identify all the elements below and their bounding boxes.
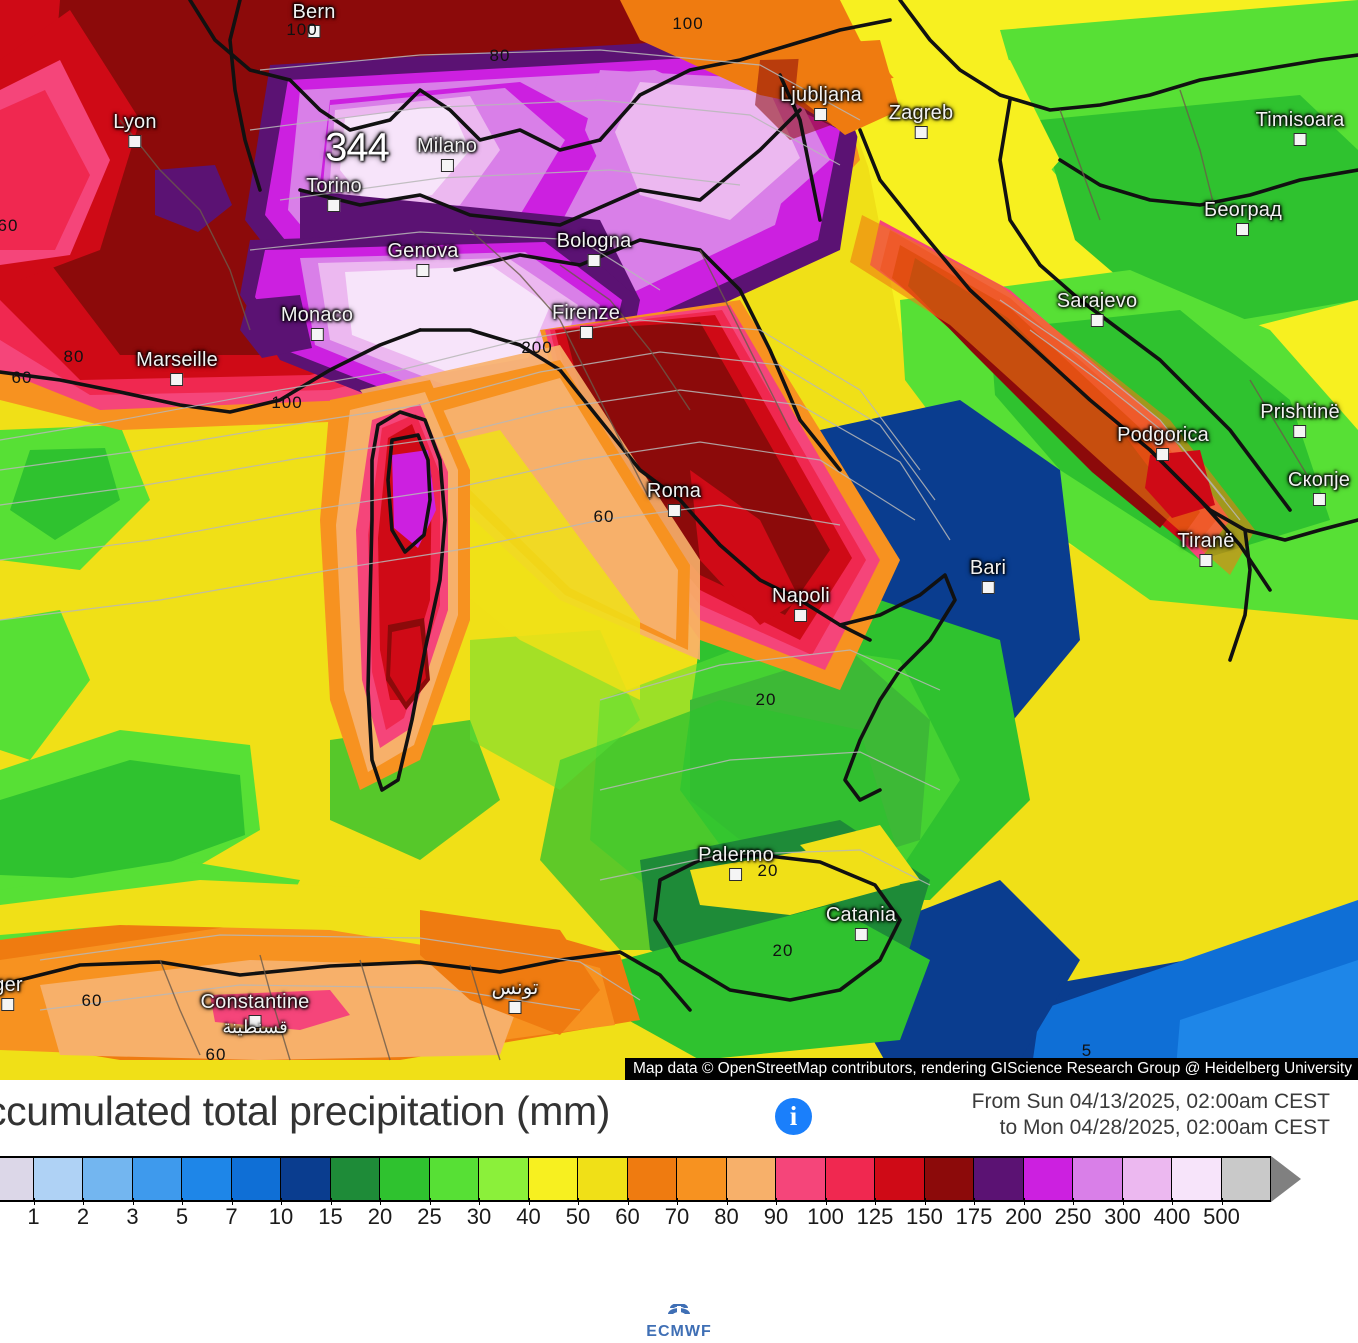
colorbar-tickmark bbox=[825, 1198, 827, 1205]
colorbar-tickmark bbox=[726, 1198, 728, 1205]
colorbar-overflow-arrow-icon bbox=[1271, 1156, 1301, 1202]
colorbar-tickmark bbox=[1073, 1198, 1074, 1205]
colorbar-tickmark bbox=[875, 1198, 876, 1205]
colorbar-swatch[interactable] bbox=[380, 1156, 430, 1202]
colorbar-swatch[interactable] bbox=[1023, 1156, 1073, 1202]
colorbar-tick-label: 80 bbox=[714, 1204, 739, 1229]
colorbar-swatch[interactable] bbox=[0, 1156, 34, 1202]
colorbar-tick-label: 60 bbox=[615, 1204, 640, 1229]
colorbar-wrap: 1 2 3 5 7 10 15 20 25 30 40 50 60 70 80 90 100 125 150 175 2… bbox=[0, 1156, 1358, 1229]
legend-panel: ccumulated total precipitation (mm) i Fr… bbox=[0, 1080, 1358, 1343]
colorbar-swatch[interactable] bbox=[528, 1156, 578, 1202]
colorbar-tick-label: 30 bbox=[466, 1204, 492, 1229]
colorbar-swatch[interactable] bbox=[974, 1156, 1024, 1202]
colorbar-swatch[interactable] bbox=[1073, 1156, 1123, 1202]
legend-title: ccumulated total precipitation (mm) bbox=[0, 1088, 611, 1134]
colorbar-tickmark bbox=[330, 1198, 332, 1205]
colorbar-tickmark bbox=[1221, 1198, 1223, 1205]
colorbar-tickmark bbox=[924, 1198, 926, 1205]
weather-map[interactable]: Bern Lyon Milano Torino Ljubljana Zagreb Timis… bbox=[0, 0, 1358, 1080]
colorbar-tick-label: 300 bbox=[1104, 1204, 1141, 1229]
colorbar-tick-label: 70 bbox=[664, 1204, 690, 1229]
colorbar-tick-label: 1 bbox=[27, 1204, 40, 1229]
colorbar-tickmark bbox=[132, 1198, 134, 1205]
colorbar-swatch[interactable] bbox=[1221, 1156, 1271, 1202]
colorbar-tick-label: 3 bbox=[126, 1204, 139, 1229]
colorbar-swatch[interactable] bbox=[429, 1156, 479, 1202]
colorbar-tick-label: 400 bbox=[1153, 1204, 1191, 1229]
colorbar-swatch[interactable] bbox=[33, 1156, 83, 1202]
colorbar-tickmark bbox=[479, 1198, 480, 1205]
colorbar-tickmark bbox=[528, 1198, 530, 1205]
colorbar-tickmark bbox=[281, 1198, 282, 1205]
colorbar-tick-label: 150 bbox=[906, 1204, 943, 1229]
colorbar-tickmark bbox=[83, 1198, 84, 1205]
colorbar-swatch[interactable] bbox=[875, 1156, 925, 1202]
colorbar-tickmark bbox=[1122, 1198, 1124, 1205]
colorbar-swatch[interactable] bbox=[726, 1156, 776, 1202]
colorbar-tickmark bbox=[182, 1198, 183, 1205]
colorbar-tick-label: 250 bbox=[1054, 1204, 1092, 1229]
colorbar-tickmark bbox=[231, 1198, 233, 1205]
colorbar-tick-label: 10 bbox=[268, 1204, 294, 1229]
colorbar-tick-label: 200 bbox=[1005, 1204, 1042, 1229]
map-attribution[interactable]: Map data © OpenStreetMap contributors, r… bbox=[625, 1058, 1358, 1080]
colorbar-swatch[interactable] bbox=[1122, 1156, 1172, 1202]
colorbar-tick-label: 2 bbox=[76, 1204, 90, 1229]
colorbar-swatch[interactable] bbox=[479, 1156, 529, 1202]
map-raster bbox=[0, 0, 1358, 1080]
info-icon[interactable]: i bbox=[775, 1098, 812, 1135]
colorbar-swatch[interactable] bbox=[825, 1156, 875, 1202]
colorbar-tick-label: 15 bbox=[318, 1204, 343, 1229]
date-from: From Sun 04/13/2025, 02:00am CEST bbox=[971, 1090, 1330, 1113]
colorbar-tickmark bbox=[974, 1198, 975, 1205]
date-range: From Sun 04/13/2025, 02:00am CEST to Mon… bbox=[972, 1089, 1330, 1141]
colorbar-tickmark bbox=[627, 1198, 629, 1205]
colorbar-swatch[interactable] bbox=[776, 1156, 826, 1202]
colorbar-swatch[interactable] bbox=[578, 1156, 628, 1202]
colorbar-swatch[interactable] bbox=[182, 1156, 232, 1202]
colorbar[interactable] bbox=[0, 1156, 1301, 1202]
colorbar-swatch[interactable] bbox=[677, 1156, 727, 1202]
colorbar-tick-label: 125 bbox=[856, 1204, 894, 1229]
colorbar-tick-label: 175 bbox=[955, 1204, 993, 1229]
colorbar-tick-label: 20 bbox=[367, 1204, 393, 1229]
ecmwf-branding: ECMWF bbox=[0, 1304, 1358, 1341]
colorbar-tickmark bbox=[380, 1198, 381, 1205]
colorbar-swatch[interactable] bbox=[1172, 1156, 1222, 1202]
legend-header: ccumulated total precipitation (mm) i Fr… bbox=[0, 1080, 1358, 1150]
colorbar-swatch[interactable] bbox=[330, 1156, 380, 1202]
colorbar-tickmark bbox=[33, 1198, 35, 1205]
colorbar-swatch[interactable] bbox=[231, 1156, 281, 1202]
colorbar-swatch[interactable] bbox=[132, 1156, 182, 1202]
colorbar-swatch[interactable] bbox=[281, 1156, 331, 1202]
colorbar-tickmark bbox=[578, 1198, 579, 1205]
colorbar-swatch[interactable] bbox=[924, 1156, 974, 1202]
colorbar-tick-label: 500 bbox=[1203, 1204, 1240, 1229]
colorbar-tick-label: 90 bbox=[763, 1204, 789, 1229]
ecmwf-label: ECMWF bbox=[646, 1323, 712, 1340]
colorbar-tickmark bbox=[776, 1198, 777, 1205]
colorbar-tick-label: 40 bbox=[516, 1204, 541, 1229]
colorbar-tick-label: 5 bbox=[175, 1204, 189, 1229]
colorbar-tickmark bbox=[1023, 1198, 1025, 1205]
colorbar-tickmark bbox=[677, 1198, 678, 1205]
colorbar-tick-label: 100 bbox=[807, 1204, 844, 1229]
colorbar-tickmark bbox=[429, 1198, 431, 1205]
colorbar-swatch[interactable] bbox=[627, 1156, 677, 1202]
colorbar-swatch[interactable] bbox=[83, 1156, 133, 1202]
colorbar-tick-label: 7 bbox=[225, 1204, 238, 1229]
colorbar-tick-label: 50 bbox=[565, 1204, 591, 1229]
ecmwf-logo-icon bbox=[668, 1304, 690, 1316]
colorbar-tick-label: 25 bbox=[417, 1204, 442, 1229]
colorbar-tickmark bbox=[1172, 1198, 1173, 1205]
date-to: to Mon 04/28/2025, 02:00am CEST bbox=[999, 1116, 1330, 1139]
